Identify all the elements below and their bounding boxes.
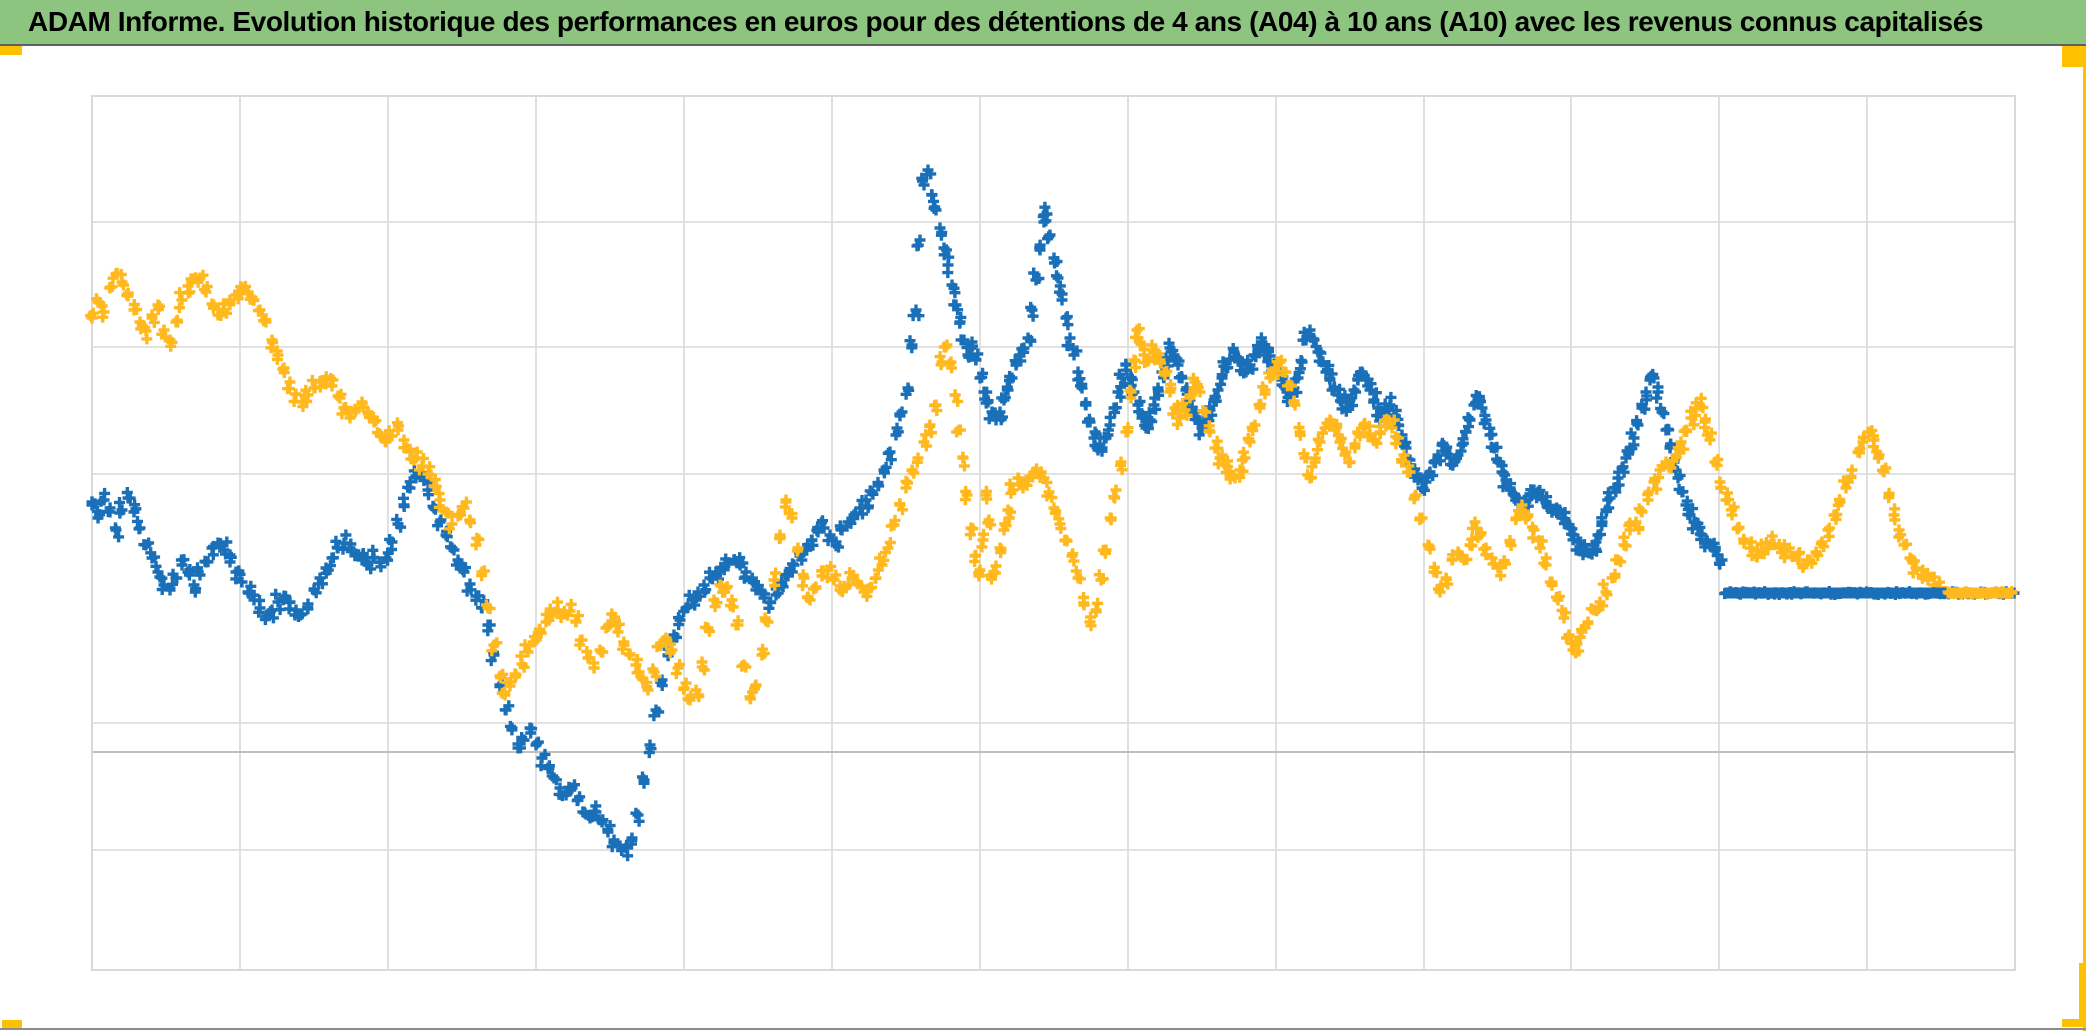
series-yellow-flat-tail	[1942, 586, 2018, 600]
page-title: ADAM Informe. Evolution historique des p…	[28, 6, 1984, 37]
accent-bottom-left	[2, 1020, 22, 1029]
accent-top-right-corner	[2062, 46, 2086, 67]
accent-bottom-right-corner-base	[2062, 1019, 2086, 1027]
accent-top-left	[0, 46, 22, 55]
accent-bottom-right-corner	[2079, 963, 2086, 1027]
title-bar: ADAM Informe. Evolution historique des p…	[0, 0, 2086, 46]
accent-right-edge-strip	[2083, 46, 2086, 1031]
series-blue	[86, 164, 1728, 862]
series-yellow	[85, 267, 1953, 706]
bottom-rule	[0, 1028, 2086, 1030]
